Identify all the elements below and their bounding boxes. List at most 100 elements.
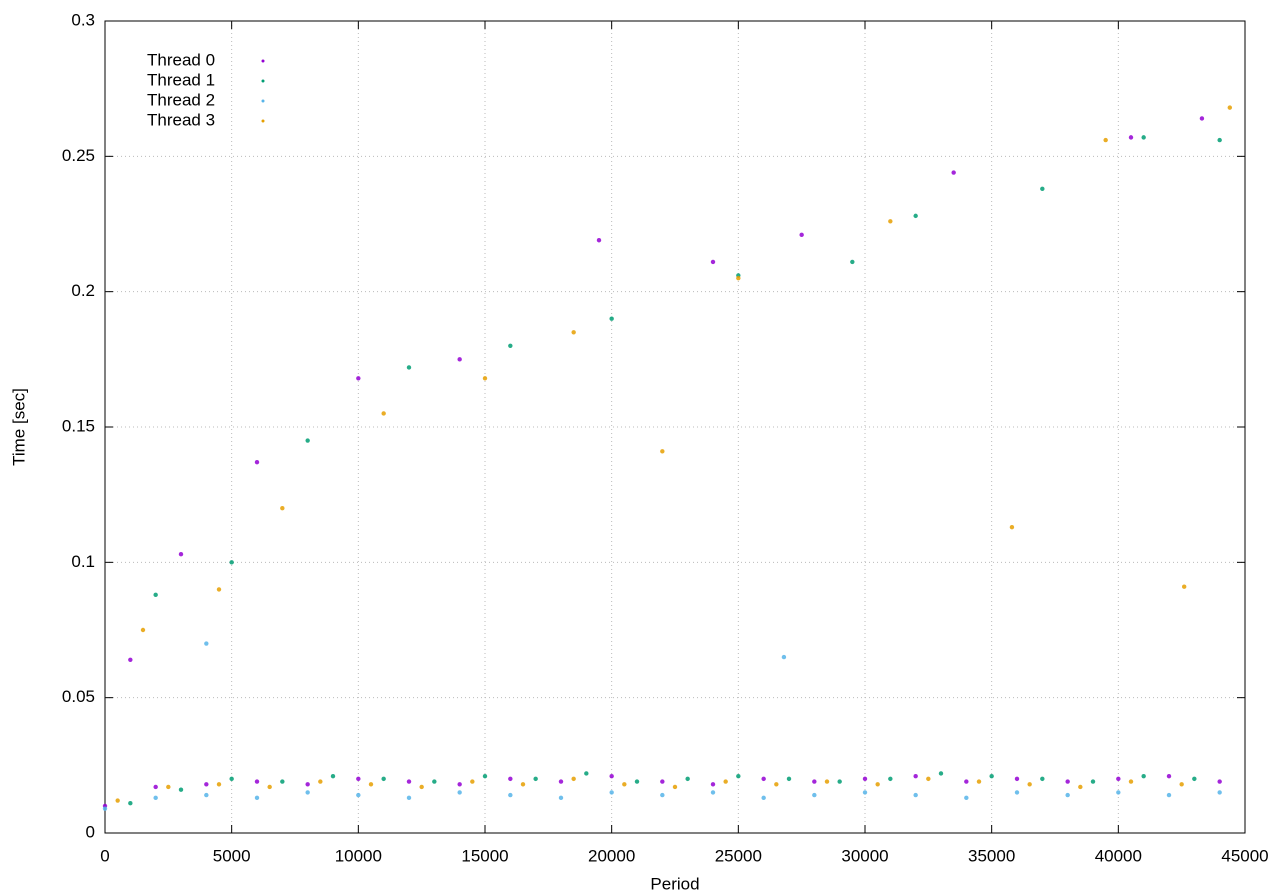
y-axis-label: Time [sec]	[9, 388, 28, 466]
point	[571, 776, 576, 782]
legend-marker	[261, 119, 265, 123]
point	[305, 438, 310, 443]
point	[254, 795, 260, 801]
point	[1182, 584, 1187, 589]
x-tick-label: 5000	[213, 846, 251, 865]
point	[761, 795, 766, 801]
point	[1009, 524, 1015, 530]
legend-marker	[261, 79, 265, 83]
point	[723, 779, 728, 784]
point	[926, 776, 931, 782]
point	[406, 365, 412, 370]
point	[280, 779, 285, 784]
point	[634, 779, 640, 784]
point	[781, 654, 787, 660]
point	[178, 787, 184, 792]
point	[128, 801, 133, 806]
point	[1090, 779, 1096, 784]
point	[913, 792, 918, 798]
point	[1217, 790, 1222, 795]
x-tick-label: 40000	[1095, 846, 1142, 865]
point	[216, 587, 222, 592]
x-tick-label: 20000	[588, 846, 635, 865]
point	[280, 506, 285, 511]
point	[520, 782, 526, 787]
point	[153, 784, 158, 790]
point	[267, 784, 272, 790]
point	[964, 795, 969, 801]
point	[508, 343, 513, 348]
point	[799, 232, 804, 238]
legend-marker	[261, 99, 265, 103]
point	[660, 779, 665, 784]
point	[1217, 779, 1222, 784]
x-tick-label: 30000	[841, 846, 888, 865]
point	[976, 779, 982, 784]
point	[786, 776, 792, 782]
point	[356, 776, 361, 782]
point	[913, 773, 918, 779]
point	[1192, 776, 1197, 782]
point	[482, 376, 488, 381]
point	[1040, 776, 1045, 782]
point	[1128, 135, 1134, 140]
point	[153, 592, 158, 598]
point	[685, 776, 690, 782]
point	[1014, 790, 1020, 795]
point	[204, 792, 209, 798]
legend-label: Thread 0	[147, 50, 215, 69]
point	[812, 779, 817, 784]
point	[1065, 792, 1070, 798]
legend-label: Thread 2	[147, 90, 215, 109]
x-tick-label: 35000	[968, 846, 1015, 865]
point	[951, 170, 956, 175]
point	[216, 782, 222, 787]
point	[153, 795, 158, 801]
point	[1217, 137, 1222, 143]
point	[1040, 186, 1045, 192]
point	[140, 627, 146, 633]
point	[938, 771, 944, 776]
x-tick-label: 25000	[715, 846, 762, 865]
point	[964, 779, 969, 784]
point	[508, 776, 513, 782]
point	[432, 779, 437, 784]
point	[1116, 776, 1121, 782]
point	[584, 771, 589, 776]
point	[178, 552, 184, 557]
point	[457, 790, 462, 795]
point	[254, 459, 260, 465]
point	[1128, 779, 1134, 784]
point	[128, 657, 133, 662]
point	[1199, 116, 1205, 121]
x-tick-label: 10000	[335, 846, 382, 865]
point	[609, 790, 614, 795]
point	[558, 779, 564, 784]
point	[318, 779, 323, 784]
point	[862, 790, 868, 795]
y-tick-label: 0.3	[71, 10, 95, 29]
point	[368, 782, 374, 787]
point	[204, 641, 209, 646]
point	[419, 784, 424, 790]
point	[1065, 779, 1070, 784]
legend-label: Thread 1	[147, 70, 215, 89]
point	[406, 795, 412, 801]
point	[457, 357, 462, 362]
point	[1014, 776, 1020, 782]
point	[381, 776, 386, 782]
y-tick-label: 0	[86, 822, 95, 841]
point	[761, 776, 766, 782]
point	[558, 795, 564, 801]
point	[812, 792, 817, 798]
point	[1141, 773, 1146, 779]
point	[381, 411, 386, 416]
y-tick-label: 0.25	[62, 146, 95, 165]
legend-label: Thread 3	[147, 110, 215, 129]
point	[305, 782, 310, 787]
point	[824, 779, 830, 784]
point	[406, 779, 412, 784]
point	[305, 790, 310, 795]
point	[356, 376, 361, 381]
